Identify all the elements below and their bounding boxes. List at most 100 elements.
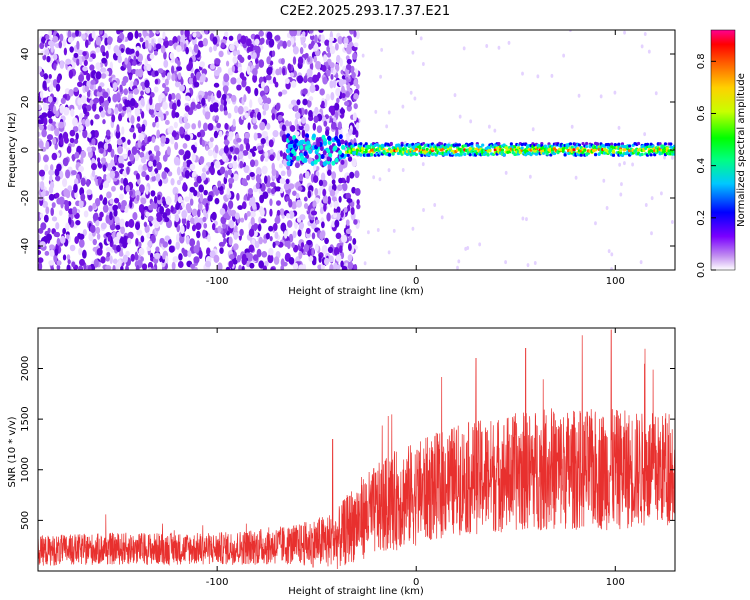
heatmap-cell (69, 137, 75, 144)
heatmap-cell (43, 73, 49, 80)
heatmap-cell (400, 143, 404, 147)
heatmap-cell (182, 161, 187, 168)
heatmap-cell (502, 152, 506, 157)
heatmap-cell (176, 179, 182, 186)
heatmap-cell (328, 255, 334, 263)
heatmap-cell (151, 136, 156, 143)
heatmap-cell (380, 47, 384, 52)
heatmap-cell (286, 212, 291, 219)
heatmap-cell (69, 46, 74, 53)
heatmap-cell (79, 258, 86, 267)
heatmap-cell (232, 118, 236, 128)
heatmap-cell (337, 36, 343, 45)
heatmap-cell (644, 202, 648, 207)
heatmap-cell (303, 151, 308, 157)
heatmap-cell (249, 159, 256, 168)
heatmap-cell (504, 170, 508, 175)
heatmap-cell (281, 89, 288, 95)
heatmap-cell (114, 216, 120, 224)
heatmap-cell (99, 194, 103, 201)
heatmap-cell (338, 134, 343, 140)
heatmap-cell (521, 71, 524, 76)
heatmap-cell (233, 243, 239, 251)
heatmap-cell (138, 184, 145, 193)
heatmap-cell (281, 124, 287, 132)
heatmap-cell (321, 100, 325, 108)
heatmap-cell (246, 174, 251, 181)
heatmap-cell (202, 198, 209, 204)
heatmap-cell (643, 132, 647, 137)
colorbar-label: Normalized spectral amplitude (736, 73, 747, 227)
heatmap-cell (279, 208, 285, 216)
heatmap-cell (164, 235, 171, 241)
heatmap-cell (51, 216, 58, 222)
heatmap-cell (219, 166, 226, 175)
heatmap-cell (135, 50, 140, 57)
heatmap-cell (364, 142, 368, 146)
heatmap-cell (157, 37, 163, 44)
heatmap-cell (236, 254, 242, 263)
heatmap-cell (139, 37, 144, 43)
heatmap-cell (345, 228, 352, 235)
heatmap-cell (112, 244, 118, 251)
heatmap-cell (219, 149, 224, 156)
heatmap-cell (275, 186, 282, 192)
heatmap-cell (78, 238, 85, 248)
heatmap-cell (318, 254, 322, 263)
heatmap-cell (260, 137, 266, 145)
heatmap-cell (83, 107, 87, 115)
heatmap-cell (331, 196, 337, 202)
heatmap-cell (185, 235, 190, 245)
heatmap-cell (50, 44, 54, 53)
heatmap-cell (86, 146, 93, 153)
heatmap-cell (159, 205, 165, 215)
heatmap-cell (201, 172, 207, 181)
heatmap-cell (176, 66, 183, 72)
heatmap-cell (148, 31, 155, 38)
heatmap-cell (619, 148, 623, 153)
heatmap-cell (345, 192, 352, 200)
heatmap-cell (581, 141, 585, 146)
heatmap-cell (650, 231, 653, 236)
heatmap-cell (413, 96, 417, 101)
heatmap-cell (119, 84, 123, 93)
heatmap-cell (175, 202, 180, 211)
heatmap-cell (43, 214, 49, 223)
heatmap-cell (188, 46, 192, 52)
heatmap-cell (144, 58, 148, 67)
heatmap-cell (610, 142, 614, 146)
heatmap-cell (171, 109, 176, 119)
heatmap-cell (313, 55, 318, 63)
heatmap-cell (331, 171, 337, 180)
heatmap-cell (456, 265, 459, 270)
heatmap-cell (273, 256, 280, 265)
heatmap-cell (71, 261, 76, 268)
heatmap-cell (334, 135, 339, 141)
heatmap-cell (323, 120, 328, 127)
heatmap-cell (144, 79, 150, 88)
heatmap-cell (141, 123, 146, 132)
heatmap-cell (252, 254, 259, 261)
heatmap-cell (171, 102, 177, 111)
heatmap-cell (98, 95, 105, 104)
heatmap-cell (91, 169, 96, 178)
heatmap-cell (47, 110, 53, 119)
spectrogram-ylabel: Frequency (Hz) (7, 112, 18, 188)
heatmap-cell (251, 238, 256, 245)
heatmap-cell (49, 181, 55, 190)
heatmap-cell (334, 102, 340, 111)
heatmap-cell (413, 149, 417, 153)
heatmap-cell (248, 200, 253, 207)
heatmap-cell (253, 124, 258, 130)
heatmap-cell (199, 76, 203, 83)
heatmap-cell (205, 260, 212, 268)
heatmap-cell (321, 64, 327, 72)
heatmap-cell (339, 108, 346, 115)
heatmap-cell (351, 186, 356, 194)
heatmap-cell (242, 201, 247, 210)
heatmap-cell (236, 137, 242, 143)
heatmap-cell (210, 63, 216, 70)
heatmap-cell (237, 205, 244, 210)
heatmap-cell (123, 141, 128, 149)
heatmap-cell (217, 180, 222, 188)
